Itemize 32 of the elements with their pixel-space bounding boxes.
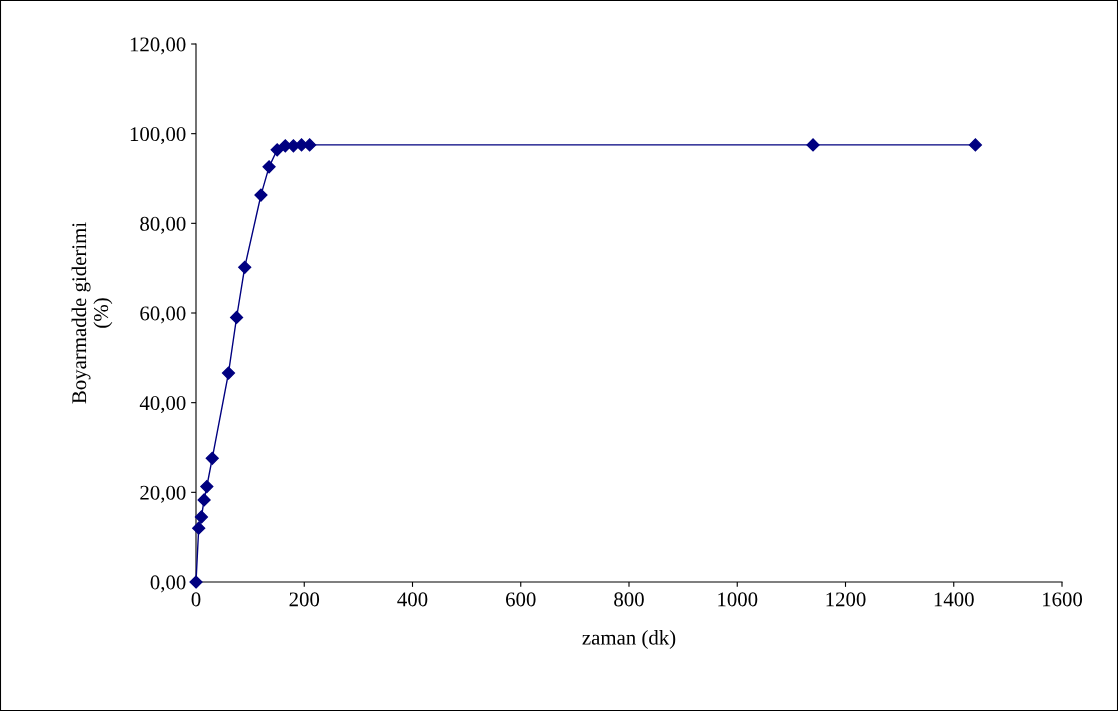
- y-axis-title: Boyarmadde giderimi (%): [71, 222, 113, 404]
- x-tick-label: 200: [289, 592, 320, 607]
- x-tick-label: 0: [191, 592, 201, 607]
- x-axis-title: zaman (dk): [582, 630, 676, 649]
- point: [221, 366, 236, 380]
- point: [200, 479, 214, 494]
- point: [194, 510, 209, 524]
- y-tick-label: 40,00: [139, 396, 186, 414]
- x-tick-label: 1600: [1043, 592, 1083, 607]
- point: [230, 310, 244, 325]
- x-tick-label: 1000: [718, 592, 758, 607]
- y-tick-label: 120,00: [130, 37, 186, 55]
- point: [205, 451, 219, 465]
- point: [197, 493, 211, 507]
- point: [192, 521, 206, 535]
- point: [968, 138, 982, 152]
- y-tick-label: 80,00: [140, 216, 186, 234]
- point: [254, 188, 268, 202]
- x-tick-label: 1200: [826, 592, 866, 607]
- point: [806, 138, 820, 152]
- x-tick-label: 1400: [934, 592, 974, 607]
- point: [262, 160, 276, 174]
- point: [189, 575, 203, 589]
- y-tick-label: 60,00: [140, 306, 186, 324]
- y-tick-label: 0,00: [150, 575, 186, 593]
- x-tick-label: 400: [397, 592, 428, 607]
- x-tick-label: 600: [506, 592, 536, 607]
- point: [238, 260, 252, 274]
- point: [303, 138, 317, 152]
- x-tick-label: 800: [614, 592, 644, 607]
- y-tick-label: 100,00: [130, 127, 186, 145]
- y-tick-label: 20,00: [140, 485, 186, 503]
